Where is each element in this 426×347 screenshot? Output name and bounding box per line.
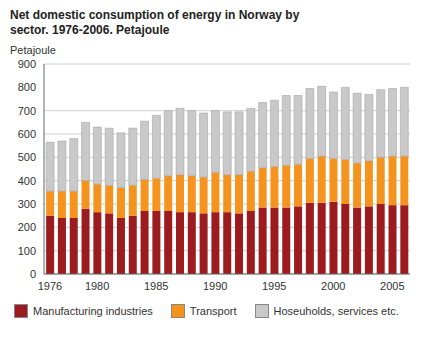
svg-text:2005: 2005 (380, 280, 404, 292)
svg-text:1985: 1985 (144, 280, 168, 292)
svg-text:1980: 1980 (85, 280, 109, 292)
svg-text:400: 400 (18, 175, 36, 187)
svg-text:1990: 1990 (203, 280, 227, 292)
svg-text:600: 600 (18, 128, 36, 140)
html-text:Manufacturing industries: Manufacturing industries (33, 305, 153, 317)
svg-text:2000: 2000 (321, 280, 345, 292)
html-text:Petajoule: Petajoule (10, 44, 56, 56)
svg-text:800: 800 (18, 81, 36, 93)
html-text:Transport: Transport (189, 305, 237, 317)
svg-text:700: 700 (18, 105, 36, 117)
svg-text:1995: 1995 (262, 280, 286, 292)
svg-text:1976: 1976 (38, 280, 62, 292)
html-text:Hoseuholds, services etc.: Hoseuholds, services etc. (273, 305, 399, 317)
svg-text:300: 300 (18, 198, 36, 210)
svg-text:200: 200 (18, 221, 36, 233)
svg-text:100: 100 (18, 245, 36, 257)
svg-text:0: 0 (30, 268, 36, 280)
svg-text:900: 900 (18, 58, 36, 70)
svg-text:500: 500 (18, 151, 36, 163)
html-text:Net domestic consumption of en: Net domestic consumption of energy in No… (10, 8, 300, 37)
